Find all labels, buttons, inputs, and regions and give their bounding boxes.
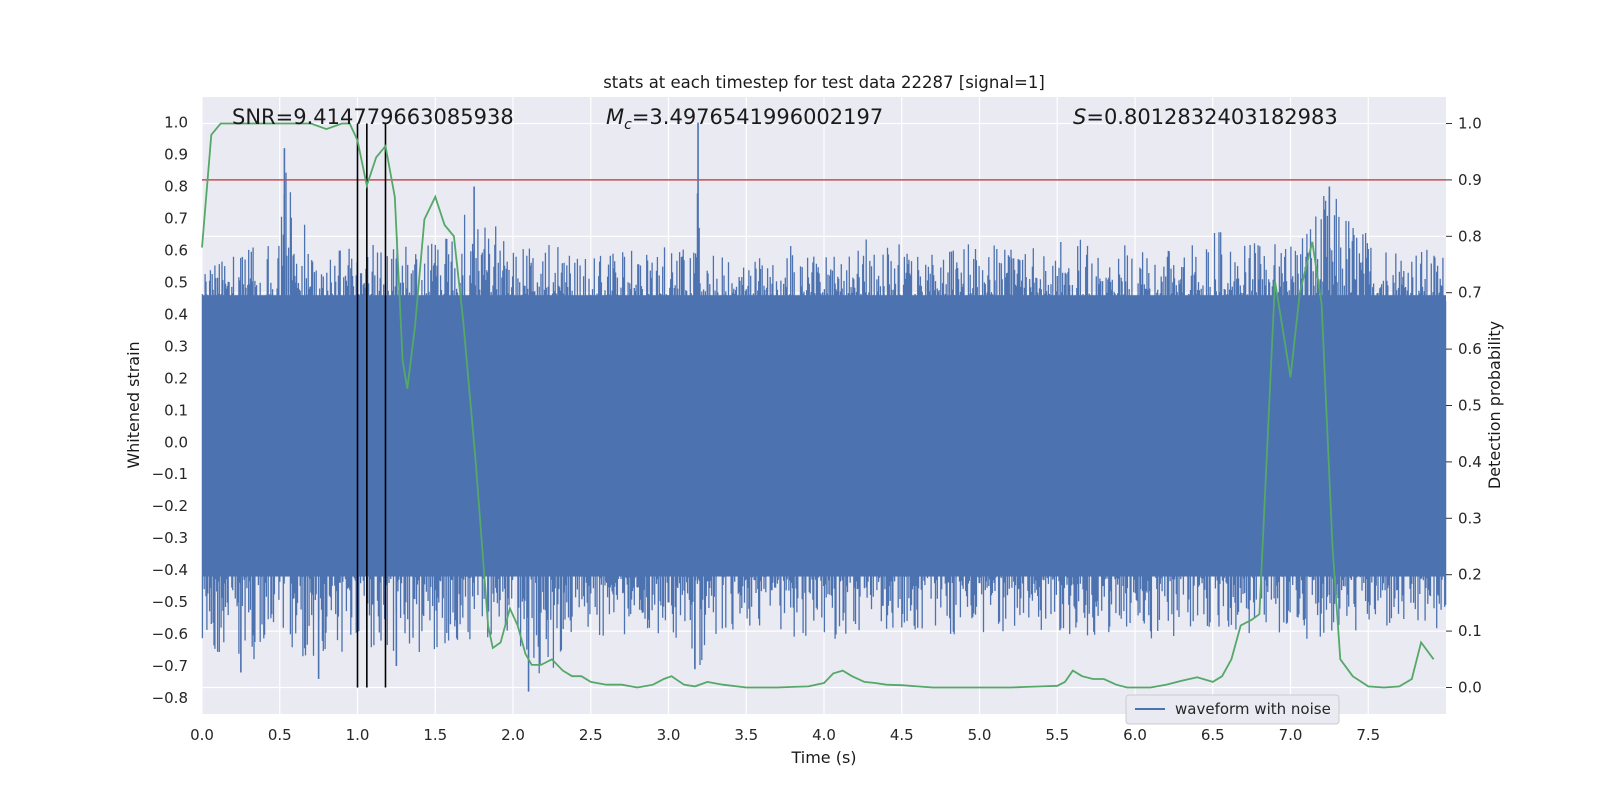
y-tick-label: −0.2 <box>152 497 188 515</box>
y-axis-label: Whitened strain <box>124 341 143 468</box>
y2-tick-label: 0.1 <box>1458 622 1482 640</box>
y-tick-label: −0.5 <box>152 593 188 611</box>
detection-probability-line <box>201 122 1435 689</box>
x-ticks: 0.0 0.5 1.0 1.5 2.0 2.5 3.0 3.5 4.0 4.5 5.0 5.5 6.0 6… <box>190 726 1380 744</box>
y-tick-label: 0.2 <box>164 369 188 387</box>
x-tick-label: 1.0 <box>346 726 370 744</box>
s-value: =0.8012832403182983 <box>1086 105 1337 129</box>
x-tick-label: 7.5 <box>1356 726 1380 744</box>
vertical-markers <box>356 123 387 688</box>
y-tick-label: 1.0 <box>164 114 188 132</box>
y2-tick-label: 0.4 <box>1458 453 1482 471</box>
x-tick-label: 4.0 <box>812 726 836 744</box>
x-tick-label: 4.5 <box>890 726 914 744</box>
chirp-mass-value: =3.4976541996002197 <box>632 105 883 129</box>
snr-annotation: SNR=9.414779663085938 <box>232 105 514 129</box>
y-tick-label: −0.6 <box>152 625 188 643</box>
x-tick-label: 5.0 <box>968 726 992 744</box>
detection-probability-series <box>201 122 1435 689</box>
waveform-spikes <box>201 172 1447 674</box>
y-tick-label: −0.8 <box>152 689 188 707</box>
y-tick-label: 0.3 <box>164 337 188 355</box>
y-tick-label: 0.7 <box>164 209 188 227</box>
x-tick-label: 6.0 <box>1123 726 1147 744</box>
y2-tick-label: 0.2 <box>1458 566 1482 584</box>
chirp-mass-subscript: c <box>624 117 632 133</box>
y-tick-label: 0.0 <box>164 433 188 451</box>
legend-label: waveform with noise <box>1175 700 1331 718</box>
s-annotation: S=0.8012832403182983 <box>1073 105 1338 129</box>
x-tick-label: 2.0 <box>501 726 525 744</box>
y2-tick-label: 0.8 <box>1458 227 1482 245</box>
chirp-mass-annotation: Mc=3.4976541996002197 <box>606 105 883 133</box>
x-axis-label: Time (s) <box>790 748 856 767</box>
x-tick-label: 2.5 <box>579 726 603 744</box>
y2-axis-label: Detection probability <box>1485 321 1504 489</box>
x-tick-label: 3.0 <box>657 726 681 744</box>
s-symbol: S <box>1073 105 1086 129</box>
y2-tick-label: 0.3 <box>1458 509 1482 527</box>
y-tick-label: 0.9 <box>164 146 188 164</box>
y-tick-label: 0.6 <box>164 241 188 259</box>
x-tick-label: 0.5 <box>268 726 292 744</box>
y-tick-label: 0.5 <box>164 273 188 291</box>
y-tick-label: −0.1 <box>152 465 188 483</box>
y2-tick-label: 0.6 <box>1458 340 1482 358</box>
x-tick-label: 6.5 <box>1201 726 1225 744</box>
waveform-with-noise-series <box>201 122 1447 692</box>
y-tick-label: 0.1 <box>164 401 188 419</box>
y-ticks: 1.0 0.9 0.8 0.7 0.6 0.5 0.4 0.3 0.2 0.1 0.0 −0.1 −0.… <box>152 114 188 707</box>
y2-tick-label: 0.0 <box>1458 678 1482 696</box>
legend-box <box>1125 694 1340 725</box>
y2-tick-label: 0.9 <box>1458 171 1482 189</box>
x-tick-label: 7.0 <box>1279 726 1303 744</box>
chirp-mass-symbol: M <box>606 105 624 129</box>
legend: waveform with noise <box>1125 694 1340 725</box>
y2-tick-label: 0.5 <box>1458 397 1482 415</box>
y-tick-label: −0.3 <box>152 529 188 547</box>
y-tick-label: −0.4 <box>152 561 188 579</box>
y-tick-label: 0.4 <box>164 305 188 323</box>
chart-title: stats at each timestep for test data 222… <box>603 73 1045 92</box>
y-tick-label: −0.7 <box>152 657 188 675</box>
x-tick-label: 1.5 <box>423 726 447 744</box>
y2-tick-label: 0.7 <box>1458 284 1482 302</box>
y2-tick-label: 1.0 <box>1458 115 1482 133</box>
y-tick-label: 0.8 <box>164 178 188 196</box>
x-tick-label: 3.5 <box>734 726 758 744</box>
x-tick-label: 0.0 <box>190 726 214 744</box>
x-tick-label: 5.5 <box>1045 726 1069 744</box>
y2-ticks: 1.0 0.9 0.8 0.7 0.6 0.5 0.4 0.3 0.2 0.1 0.0 <box>1446 115 1482 696</box>
